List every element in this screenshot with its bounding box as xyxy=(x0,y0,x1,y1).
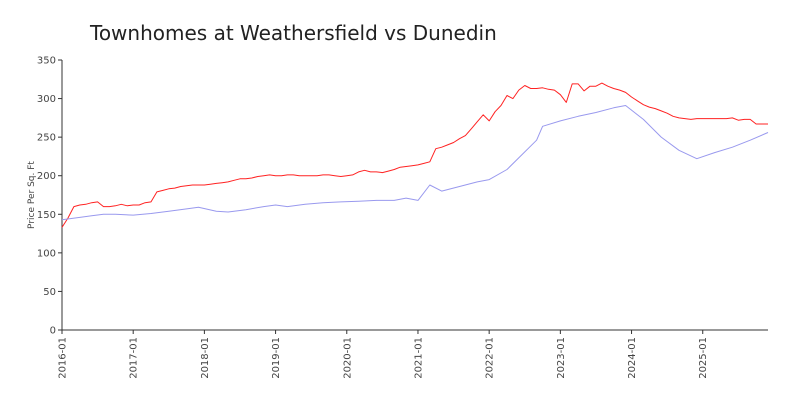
series-line-1 xyxy=(61,82,768,228)
x-tick-label: 2021-01 xyxy=(413,337,424,379)
y-tick-label: 100 xyxy=(37,248,56,259)
x-tick-label: 2017-01 xyxy=(129,337,140,379)
y-axis: 0 50 100 150 200 250 300 350 xyxy=(37,56,63,337)
y-tick-label: 0 xyxy=(50,326,56,337)
y-axis-label: Price Per Sq. Ft xyxy=(27,161,37,229)
y-tick-label: 300 xyxy=(37,94,56,105)
chart-title: Townhomes at Weathersfield vs Dunedin xyxy=(89,21,497,45)
x-tick-label: 2025-01 xyxy=(698,337,709,379)
x-axis: 2016-01 2017-01 2018-01 2019-01 2020-01 2021-… xyxy=(58,329,768,379)
y-tick-label: 350 xyxy=(37,56,56,67)
x-tick-label: 2018-01 xyxy=(200,337,211,379)
x-tick-label: 2022-01 xyxy=(485,337,496,379)
x-tick-label: 2016-01 xyxy=(58,337,69,379)
x-tick-label: 2024-01 xyxy=(627,337,638,379)
y-tick-label: 50 xyxy=(43,287,56,298)
series-layer xyxy=(61,82,769,228)
y-tick-label: 250 xyxy=(37,133,56,144)
series-line-2 xyxy=(61,105,769,221)
y-tick-label: 200 xyxy=(37,171,56,182)
y-tick-label: 150 xyxy=(37,210,56,221)
x-tick-label: 2023-01 xyxy=(556,337,567,379)
x-tick-label: 2019-01 xyxy=(271,337,282,379)
x-tick-label: 2020-01 xyxy=(342,337,353,379)
